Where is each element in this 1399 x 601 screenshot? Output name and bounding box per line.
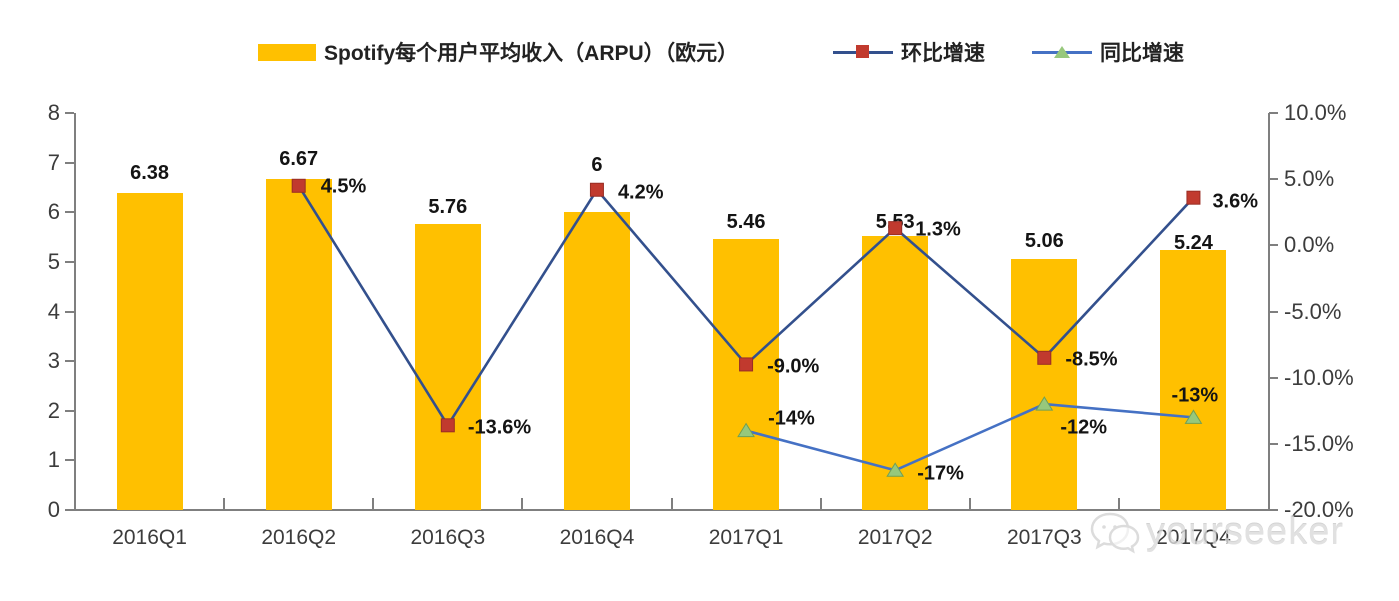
legend-bar-swatch-icon [258,43,316,61]
right-axis-tick [1269,112,1278,114]
x-axis-label-2016Q3: 2016Q3 [410,526,486,549]
x-axis-label-2016Q2: 2016Q2 [261,526,337,549]
point-label-环比增速-2017Q3: -8.5% [1065,348,1118,371]
point-label-环比增速-2017Q1: -9.0% [767,355,820,378]
point-label-环比增速-2016Q3: -13.6% [467,416,532,439]
right-axis-tick [1269,376,1278,379]
bar-label-2016Q1: 6.38 [130,162,170,185]
legend-item-arpu: Spotify每个用户平均收入（ARPU）（欧元） [258,38,738,66]
left-axis-tick-label: 7 [47,149,60,175]
bar-label-2017Q1: 5.46 [726,211,766,234]
x-axis-label-2016Q4: 2016Q4 [559,526,635,549]
watermark: yourseeker [1088,508,1344,556]
x-axis-tick [521,498,524,510]
x-axis-label-2017Q4: 2017Q4 [1156,526,1231,549]
right-axis-tick-label: 0.0% [1284,232,1335,258]
left-axis-tick-label: 8 [47,100,60,125]
right-axis-tick [1269,244,1278,247]
square-marker [1186,190,1201,205]
bar-label-2017Q4: 5.24 [1173,231,1213,254]
left-axis-tick [65,310,74,313]
left-axis-tick-label: 6 [47,199,60,225]
left-axis-tick-label: 4 [47,298,60,324]
point-label-环比增速-2017Q4: 3.6% [1212,190,1259,213]
left-axis-line [73,113,76,511]
left-axis-tick [65,260,74,263]
bar-2016Q3 [414,224,481,510]
right-axis-tick-label: 10.0% [1284,100,1347,125]
x-axis-label-2017Q2: 2017Q2 [857,526,933,549]
legend-yoy-marker-icon [1032,44,1092,60]
bottom-axis-line [73,509,1269,511]
right-axis-tick-label: -15.0% [1284,430,1354,456]
legend-qoq-marker-icon [833,44,893,60]
x-axis-label-2017Q3: 2017Q3 [1006,526,1082,549]
left-axis-tick-label: 2 [47,397,60,423]
right-axis-line [1267,113,1270,511]
point-label-同比增速-2017Q1: -14% [768,407,815,430]
right-axis-tick [1269,310,1278,313]
left-axis-tick [65,161,74,164]
point-label-环比增速-2017Q2: 1.3% [915,218,961,241]
x-axis-tick [819,498,822,510]
x-axis-tick [1117,498,1120,510]
bar-label-2016Q2: 6.67 [279,148,319,170]
bar-2016Q4 [563,212,630,510]
left-axis-tick [65,509,74,511]
wechat-icon [1090,512,1140,554]
left-axis-tick [65,409,74,412]
left-axis-tick-label: 1 [47,447,60,473]
right-axis-tick-label: 5.0% [1284,166,1335,192]
x-axis-label-2016Q1: 2016Q1 [112,526,187,549]
bar-2017Q3 [1011,258,1078,510]
left-axis-tick-label: 3 [47,348,60,374]
point-label-环比增速-2016Q4: 4.2% [617,181,664,204]
point-label-同比增速-2017Q2: -17% [917,462,964,485]
bar-2016Q2 [265,179,332,510]
x-axis-tick [223,498,226,510]
right-axis-tick [1269,178,1278,181]
right-axis-tick-label: -10.0% [1284,364,1354,390]
right-axis-tick-label: -5.0% [1284,298,1342,324]
bar-label-2016Q3: 5.76 [428,196,468,219]
bar-label-2016Q4: 6 [591,154,603,177]
square-marker [589,182,604,197]
point-label-同比增速-2017Q4: -13% [1171,384,1219,407]
right-axis-tick [1269,442,1278,445]
x-axis-tick [670,498,673,510]
x-axis-label-2017Q1: 2017Q1 [708,526,784,549]
legend-label-qoq: 环比增速 [901,42,985,65]
bar-2016Q1 [116,193,183,510]
point-label-同比增速-2017Q3: -12% [1060,416,1108,439]
left-axis-tick [65,112,74,114]
left-axis-tick [65,211,74,214]
left-axis-tick-label: 0 [47,497,60,522]
left-axis-tick [65,459,74,462]
legend-item-qoq: 环比增速 [833,38,985,66]
legend-item-yoy: 同比增速 [1032,38,1184,66]
x-axis-tick [968,498,971,510]
bar-2017Q4 [1160,249,1227,510]
bar-label-2017Q3: 5.06 [1024,229,1064,252]
legend-label-yoy: 同比增速 [1100,42,1184,65]
legend-label-arpu: Spotify每个用户平均收入（ARPU）（欧元） [324,42,739,65]
right-axis-tick-label: -20.0% [1284,497,1354,522]
left-axis-tick-label: 5 [47,248,60,274]
point-label-环比增速-2016Q2: 4.5% [320,175,367,198]
left-axis-tick [65,360,74,363]
x-axis-tick [372,498,375,510]
watermark-text: yourseeker [1146,510,1344,553]
right-axis-tick [1269,509,1278,511]
